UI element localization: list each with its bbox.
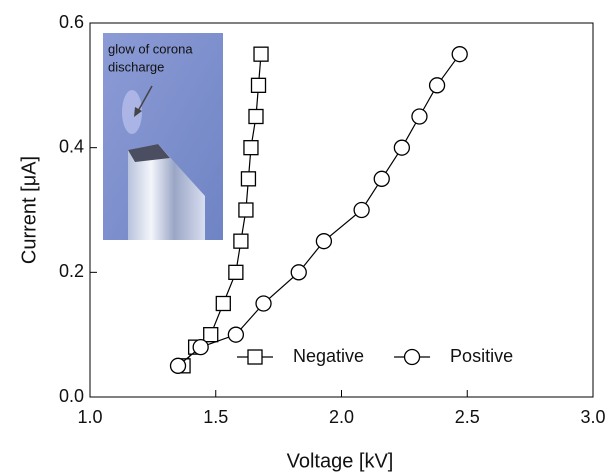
data-point bbox=[255, 295, 272, 312]
legend-marker bbox=[247, 349, 263, 365]
data-point bbox=[248, 108, 264, 125]
data-point bbox=[203, 327, 219, 343]
data-point bbox=[192, 338, 209, 356]
legend-label: Negative bbox=[293, 346, 364, 366]
y-tick-label: 0.2 bbox=[59, 261, 84, 281]
data-point bbox=[243, 140, 259, 156]
data-point bbox=[290, 264, 307, 281]
data-point bbox=[315, 233, 333, 250]
data-point bbox=[353, 201, 370, 219]
data-point bbox=[393, 139, 411, 156]
data-point bbox=[428, 77, 446, 94]
inset-photo bbox=[103, 33, 223, 240]
data-point bbox=[233, 233, 249, 249]
x-tick-label: 2.5 bbox=[455, 407, 480, 427]
legend-label: Positive bbox=[450, 346, 513, 366]
y-tick-label: 0.6 bbox=[59, 12, 84, 32]
y-tick-label: 0.4 bbox=[59, 136, 84, 156]
data-point bbox=[238, 202, 254, 218]
x-tick-label: 1.5 bbox=[203, 407, 228, 427]
data-point bbox=[253, 46, 269, 62]
annotation: glow of corona bbox=[108, 41, 193, 56]
data-point bbox=[227, 326, 245, 343]
data-point bbox=[411, 108, 428, 125]
y-tick-label: 0.0 bbox=[59, 386, 84, 406]
data-point bbox=[373, 170, 390, 187]
x-tick-label: 1.0 bbox=[77, 407, 102, 427]
x-axis-label: Voltage [kV] bbox=[287, 450, 394, 472]
data-point bbox=[240, 171, 257, 187]
data-point bbox=[250, 77, 267, 93]
data-point bbox=[451, 46, 468, 63]
data-point bbox=[228, 264, 244, 280]
data-point bbox=[169, 357, 187, 374]
y-axis-label: Current [μA] bbox=[18, 156, 40, 264]
annotation: discharge bbox=[108, 59, 164, 74]
data-point bbox=[215, 295, 231, 312]
x-tick-label: 3.0 bbox=[580, 407, 605, 427]
legend-marker bbox=[403, 348, 421, 366]
x-tick-label: 2.0 bbox=[329, 407, 354, 427]
